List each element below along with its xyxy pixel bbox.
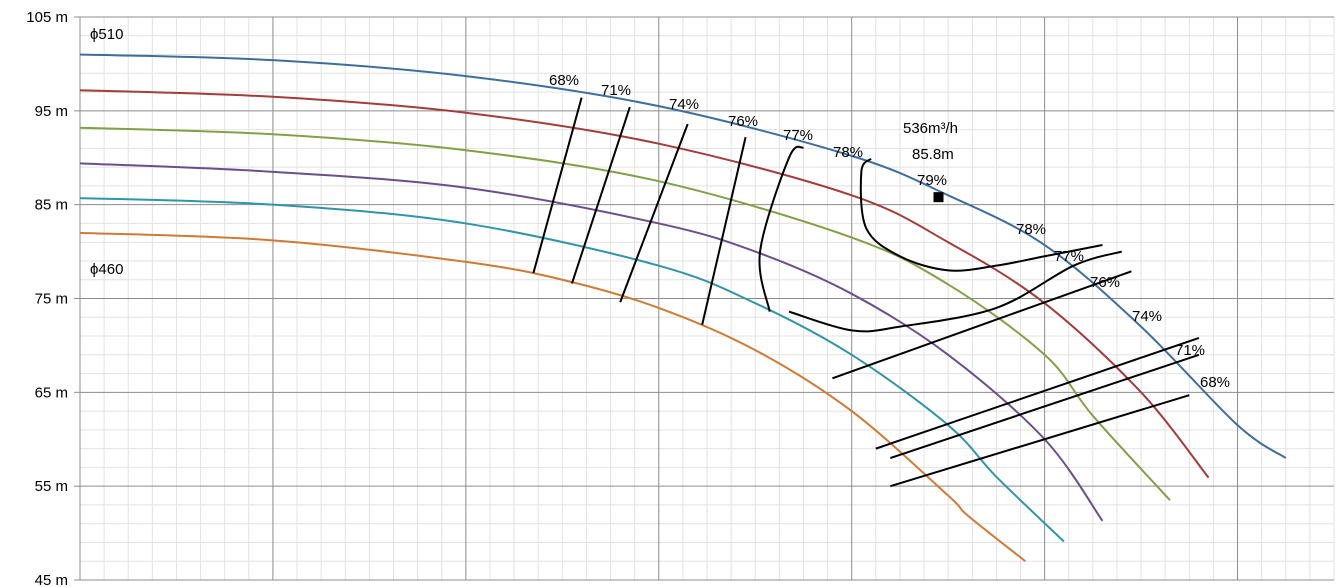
duty-point xyxy=(933,192,944,203)
annotation-duty-head: 85.8m xyxy=(912,146,954,163)
efficiency-line-9 xyxy=(875,336,1200,450)
annotation-duty-flow: 536m³/h xyxy=(903,120,958,137)
y-tick-label: 95 m xyxy=(35,103,68,120)
y-tick-label: 65 m xyxy=(35,384,68,401)
y-tick-label: 55 m xyxy=(35,478,68,495)
efficiency-line-8 xyxy=(832,270,1132,380)
annotation-eff-right-77: 77% xyxy=(1054,248,1084,265)
head-curve-6 xyxy=(79,231,1026,563)
efficiency-line-3 xyxy=(619,123,689,303)
annotation-diameter-min: ϕ460 xyxy=(90,261,123,278)
annotation-eff-left-74: 74% xyxy=(669,96,699,113)
annotation-eff-right-78: 78% xyxy=(1016,221,1046,238)
annotation-eff-left-76: 76% xyxy=(728,113,758,130)
efficiency-line-11 xyxy=(889,394,1190,488)
annotation-eff-right-68: 68% xyxy=(1200,374,1230,391)
annotation-eff-left-78: 78% xyxy=(833,144,863,161)
annotation-eff-right-74: 74% xyxy=(1132,308,1162,325)
efficiency-lines xyxy=(532,97,1200,488)
head-curve-2 xyxy=(79,89,1210,479)
y-tick-label: 105 m xyxy=(26,9,68,26)
head-curves xyxy=(79,53,1287,563)
head-curve-5 xyxy=(79,197,1065,543)
y-tick-label: 45 m xyxy=(35,572,68,587)
annotations: ϕ510 ϕ460 68% 71% 74% 76% 77% 78% 536m³/… xyxy=(90,26,1230,391)
y-axis-ticks: 105 m 95 m 85 m 75 m 65 m 55 m 45 m xyxy=(26,9,80,587)
y-tick-label: 75 m xyxy=(35,291,68,308)
efficiency-line-1 xyxy=(532,97,583,274)
head-curve-3 xyxy=(79,126,1171,501)
efficiency-line-6 xyxy=(859,157,1103,272)
efficiency-line-4 xyxy=(701,136,747,325)
efficiency-line-5 xyxy=(758,145,805,312)
annotation-eff-right-76: 76% xyxy=(1090,274,1120,291)
annotation-eff-left-77: 77% xyxy=(783,127,813,144)
duty-point-marker xyxy=(933,192,944,203)
y-tick-label: 85 m xyxy=(35,197,68,214)
efficiency-line-2 xyxy=(571,106,631,284)
head-curve-4 xyxy=(79,162,1104,522)
efficiency-line-10 xyxy=(889,353,1200,459)
annotation-duty-eff: 79% xyxy=(917,172,947,189)
annotation-diameter-max: ϕ510 xyxy=(90,26,123,43)
annotation-eff-left-71: 71% xyxy=(601,82,631,99)
annotation-eff-left-68: 68% xyxy=(549,72,579,89)
head-curve-1 xyxy=(79,53,1287,459)
efficiency-line-7 xyxy=(788,250,1123,333)
annotation-eff-right-71: 71% xyxy=(1175,342,1205,359)
